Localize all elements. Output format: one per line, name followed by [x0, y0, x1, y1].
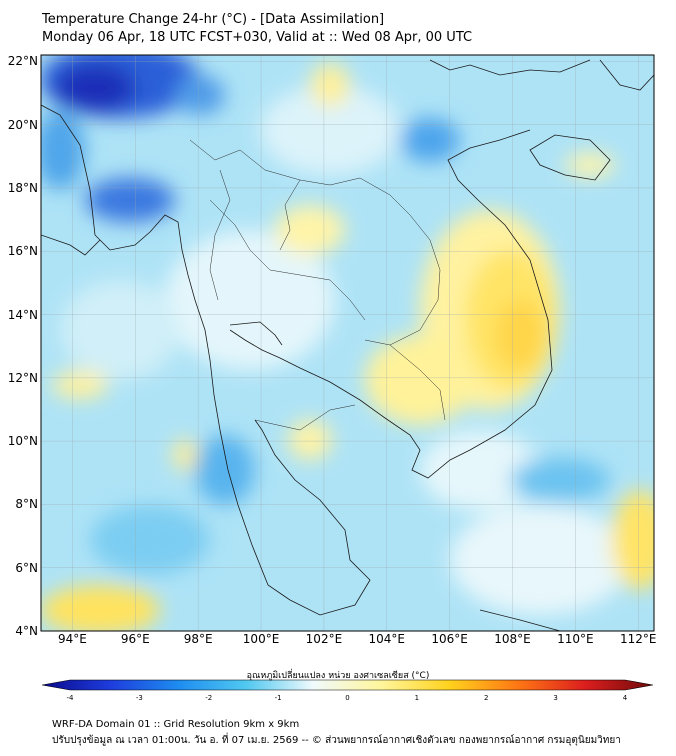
- lon-tick-label: 102°E: [305, 632, 343, 646]
- map-title: Temperature Change 24-hr (°C) - [Data As…: [42, 12, 385, 27]
- lat-tick-label: 4°N: [15, 624, 38, 638]
- lat-tick-label: 16°N: [7, 244, 38, 259]
- colorbar: [41, 679, 654, 691]
- colorbar-tick-label: 4: [622, 694, 628, 702]
- lon-tick-label: 108°E: [494, 632, 531, 646]
- lon-tick-label: 106°E: [431, 632, 468, 646]
- lat-tick-label: 18°N: [7, 180, 38, 195]
- lat-tick-label: 8°N: [15, 497, 38, 512]
- footer-credit: ปรับปรุงข้อมูล ณ เวลา 01:00น. วัน อ. ที่…: [52, 735, 621, 746]
- colorbar-tick-label: -4: [66, 694, 74, 702]
- lon-tick-label: 96°E: [120, 632, 150, 646]
- footer-resolution: WRF-DA Domain 01 :: Grid Resolution 9km …: [52, 719, 300, 730]
- lat-tick-label: 22°N: [7, 54, 38, 69]
- colorbar-tick-label: 0: [345, 694, 350, 702]
- colorbar-tick-label: 2: [484, 694, 489, 702]
- colorbar-tick-label: 1: [414, 694, 420, 702]
- lon-tick-label: 104°E: [368, 632, 406, 646]
- colorbar-tick-label: 3: [553, 694, 558, 702]
- lon-tick-label: 110°E: [557, 632, 594, 646]
- country-borders: [189, 139, 446, 431]
- lat-tick-label: 10°N: [7, 434, 38, 449]
- colorbar-tick-label: -1: [274, 694, 282, 702]
- lat-tick-label: 12°N: [7, 370, 38, 385]
- lon-tick-label: 94°E: [57, 632, 87, 646]
- lat-tick-label: 6°N: [15, 560, 38, 575]
- colorbar-label: อุณหภูมิเปลี่ยนแปลง หน่วย องศาเซลเซียส (…: [246, 671, 430, 681]
- lon-tick-label: 100°E: [242, 632, 280, 646]
- map-frame: [40, 54, 655, 632]
- field-layer: [41, 55, 654, 631]
- map-subtitle: Monday 06 Apr, 18 UTC FCST+030, Valid at…: [42, 30, 473, 45]
- lon-tick-label: 112°E: [620, 632, 657, 646]
- lat-tick-label: 20°N: [7, 117, 38, 132]
- colorbar-tick-label: -3: [135, 694, 143, 702]
- colorbar-tick-label: -2: [205, 694, 213, 702]
- lon-tick-label: 98°E: [183, 632, 213, 646]
- graticule: [41, 55, 654, 631]
- coastline: [41, 59, 654, 631]
- lat-tick-label: 14°N: [7, 307, 38, 322]
